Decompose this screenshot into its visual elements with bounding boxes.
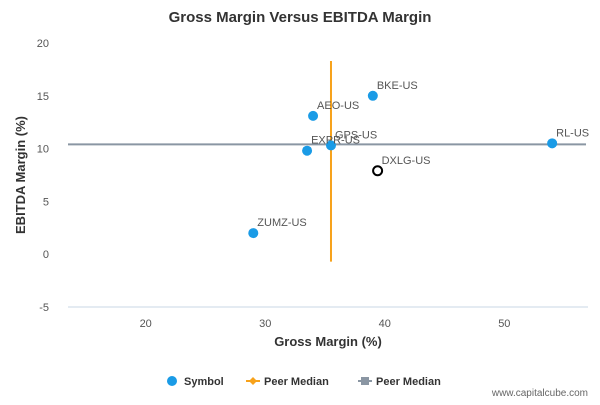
legend-symbol-icon bbox=[167, 376, 177, 386]
scatter-point-rl-us bbox=[547, 138, 558, 149]
scatter-point-aeo-us bbox=[308, 110, 319, 121]
source-credit: www.capitalcube.com bbox=[491, 388, 588, 399]
x-tick-label: 20 bbox=[140, 318, 152, 330]
y-tick-label: 20 bbox=[37, 38, 49, 50]
legend-square-icon bbox=[361, 377, 369, 385]
y-tick-label: 10 bbox=[37, 144, 49, 156]
point-label: AEO-US bbox=[317, 100, 359, 112]
scatter-point-gps-us bbox=[325, 140, 336, 151]
chart-title: Gross Margin Versus EBITDA Margin bbox=[169, 9, 432, 26]
point-label: DXLG-US bbox=[382, 155, 431, 167]
scatter-point-zumz-us bbox=[248, 228, 259, 239]
point-label: RL-US bbox=[556, 127, 589, 139]
x-tick-label: 50 bbox=[498, 318, 510, 330]
y-tick-label: -5 bbox=[39, 302, 49, 314]
point-label: BKE-US bbox=[377, 80, 418, 92]
legend-label: Peer Median bbox=[264, 376, 329, 388]
y-axis-label: EBITDA Margin (%) bbox=[13, 116, 28, 234]
y-tick-label: 15 bbox=[37, 91, 49, 103]
point-label: ZUMZ-US bbox=[257, 217, 307, 229]
legend-label: Symbol bbox=[184, 376, 224, 388]
legend-label: Peer Median bbox=[376, 376, 441, 388]
point-label: GPS-US bbox=[335, 129, 377, 141]
x-tick-label: 30 bbox=[259, 318, 271, 330]
x-tick-label: 40 bbox=[379, 318, 391, 330]
legend-diamond-icon bbox=[249, 377, 257, 385]
x-axis-label: Gross Margin (%) bbox=[274, 334, 382, 349]
scatter-point-expr-us bbox=[302, 145, 313, 156]
point-label: EXPR-US bbox=[311, 135, 360, 147]
scatter-point-dxlg-us bbox=[372, 165, 384, 177]
y-tick-label: 0 bbox=[43, 249, 49, 261]
scatter-point-bke-us bbox=[367, 90, 378, 101]
y-tick-label: 5 bbox=[43, 196, 49, 208]
